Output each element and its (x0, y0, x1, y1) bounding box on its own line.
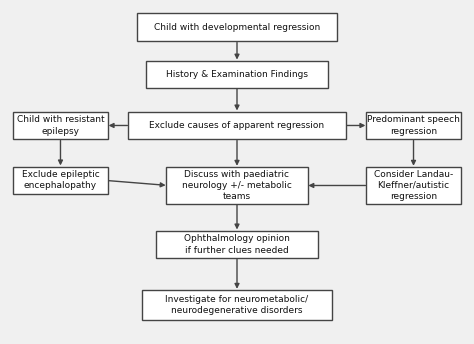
Text: Exclude causes of apparent regression: Exclude causes of apparent regression (149, 121, 325, 130)
FancyBboxPatch shape (146, 61, 328, 88)
FancyBboxPatch shape (128, 112, 346, 139)
FancyBboxPatch shape (13, 112, 108, 139)
FancyBboxPatch shape (155, 231, 319, 258)
Text: History & Examination Findings: History & Examination Findings (166, 70, 308, 79)
Text: Child with resistant
epilepsy: Child with resistant epilepsy (17, 116, 104, 136)
Text: Consider Landau-
Kleffner/autistic
regression: Consider Landau- Kleffner/autistic regre… (374, 170, 453, 201)
FancyBboxPatch shape (137, 13, 337, 41)
Text: Exclude epileptic
encephalopathy: Exclude epileptic encephalopathy (22, 170, 100, 191)
Text: Predominant speech
regression: Predominant speech regression (367, 116, 460, 136)
Text: Discuss with paediatric
neurology +/- metabolic
teams: Discuss with paediatric neurology +/- me… (182, 170, 292, 201)
FancyBboxPatch shape (366, 112, 461, 139)
Text: Ophthalmology opinion
if further clues needed: Ophthalmology opinion if further clues n… (184, 234, 290, 255)
FancyBboxPatch shape (366, 167, 461, 204)
FancyBboxPatch shape (13, 166, 108, 194)
FancyBboxPatch shape (166, 167, 308, 204)
FancyBboxPatch shape (142, 290, 332, 320)
Text: Child with developmental regression: Child with developmental regression (154, 23, 320, 32)
Text: Investigate for neurometabolic/
neurodegenerative disorders: Investigate for neurometabolic/ neurodeg… (165, 295, 309, 315)
